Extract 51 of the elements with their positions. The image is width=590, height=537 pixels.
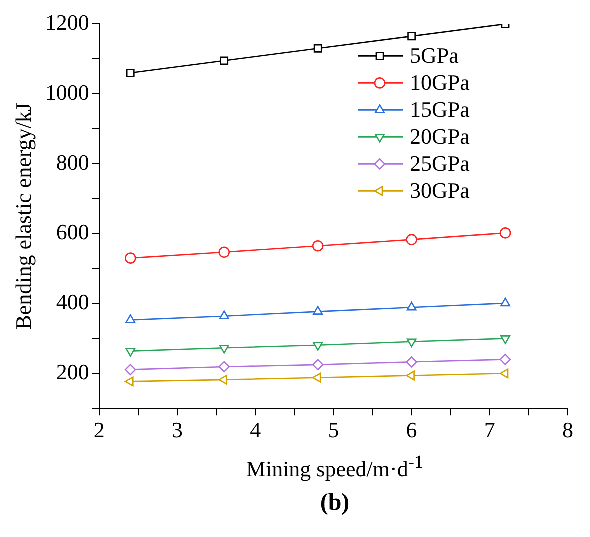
legend-label: 30GPa <box>410 178 470 203</box>
x-tick-label: 4 <box>250 418 262 443</box>
y-tick-label: 200 <box>56 359 90 384</box>
point <box>500 298 510 307</box>
point <box>500 368 509 379</box>
point <box>218 246 230 258</box>
y-tick-label: 800 <box>56 150 90 175</box>
point <box>126 348 136 357</box>
legend-label: 5GPa <box>410 42 460 68</box>
x-tick-label: 3 <box>172 418 183 443</box>
point <box>126 68 135 78</box>
point <box>406 302 417 311</box>
legend-label: 10GPa <box>410 70 470 95</box>
y-tick-label: 400 <box>56 290 90 315</box>
text: (b) <box>319 490 351 518</box>
point <box>124 364 136 376</box>
point <box>406 356 418 368</box>
point <box>314 44 322 53</box>
y-axis-title: Bending elastic energy/kJ <box>10 102 36 330</box>
y-tick-label: 600 <box>56 220 90 245</box>
point <box>219 310 230 320</box>
point <box>406 338 417 348</box>
legend-label: 25GPa <box>410 150 470 176</box>
point <box>218 374 228 385</box>
point <box>124 376 134 387</box>
point <box>313 306 324 315</box>
x-tick-label: 2 <box>94 418 105 443</box>
point <box>312 240 324 252</box>
y-tick-label: 1200 <box>45 10 90 35</box>
point <box>220 56 229 66</box>
x-tick-label: 8 <box>562 418 574 443</box>
y-tick-label: 1000 <box>45 80 90 105</box>
legend-label: 15GPa <box>410 96 470 122</box>
point <box>500 354 512 366</box>
point <box>312 372 322 383</box>
point <box>313 342 324 351</box>
legend-label: 20GPa <box>410 124 470 149</box>
point <box>408 32 416 41</box>
point <box>500 228 512 239</box>
x-axis-title: Mining speed/m·d$^{-1}$ <box>245 452 425 482</box>
point <box>219 344 230 354</box>
x-tick-label: 7 <box>484 418 496 443</box>
point <box>126 314 136 324</box>
point <box>500 336 510 344</box>
point <box>124 252 136 264</box>
x-tick-label: 6 <box>406 418 418 443</box>
point <box>218 361 230 373</box>
point <box>312 359 324 371</box>
point <box>406 370 415 381</box>
x-tick-label: 5 <box>328 418 340 443</box>
point <box>406 234 418 246</box>
